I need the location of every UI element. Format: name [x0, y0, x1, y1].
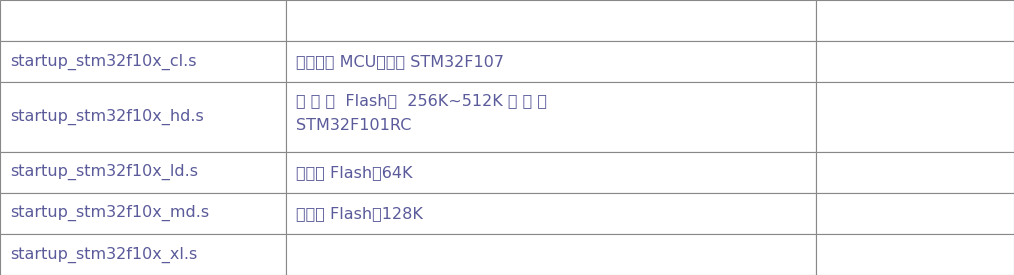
Text: 中容量 Flash：128K: 中容量 Flash：128K	[296, 206, 423, 221]
Bar	[286, 41, 816, 82]
Text: 小容量 Flash：64K: 小容量 Flash：64K	[296, 165, 413, 180]
Text: startup_stm32f10x_cl.s: startup_stm32f10x_cl.s	[10, 54, 197, 70]
Bar	[0, 152, 286, 193]
Bar	[816, 0, 1014, 41]
Text: startup_stm32f10x_xl.s: startup_stm32f10x_xl.s	[10, 246, 198, 263]
Bar	[0, 193, 286, 234]
Bar	[286, 193, 816, 234]
Bar	[816, 234, 1014, 275]
Bar	[816, 41, 1014, 82]
Text: 大 容 量  Flash：  256K~512K ， 例 如: 大 容 量 Flash： 256K~512K ， 例 如	[296, 93, 548, 108]
Bar	[286, 234, 816, 275]
Bar	[286, 152, 816, 193]
Text: startup_stm32f10x_ld.s: startup_stm32f10x_ld.s	[10, 164, 198, 180]
Text: startup_stm32f10x_hd.s: startup_stm32f10x_hd.s	[10, 109, 204, 125]
Bar	[0, 41, 286, 82]
Bar	[0, 234, 286, 275]
Bar	[816, 82, 1014, 152]
Bar	[286, 0, 816, 41]
Bar	[0, 0, 286, 41]
Bar	[816, 152, 1014, 193]
Bar	[816, 193, 1014, 234]
Bar	[286, 82, 816, 152]
Bar	[0, 82, 286, 152]
Text: 互联型的 MCU，例如 STM32F107: 互联型的 MCU，例如 STM32F107	[296, 54, 504, 69]
Text: STM32F101RC: STM32F101RC	[296, 118, 412, 133]
Text: startup_stm32f10x_md.s: startup_stm32f10x_md.s	[10, 205, 209, 221]
